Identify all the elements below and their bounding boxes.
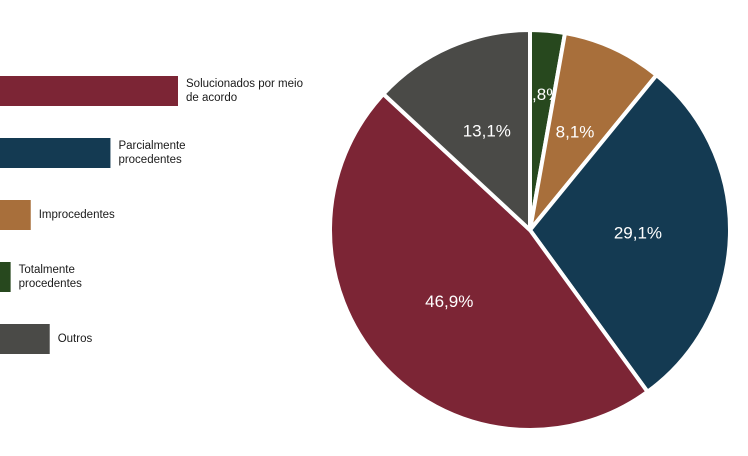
legend-label-parcialmente-procedentes: Parcialmente procedentes	[118, 140, 185, 166]
slice-label-outros: 13,1%	[463, 122, 511, 141]
pie-slice-parcialmente-procedentes	[528, 73, 732, 394]
slice-label-solucionados-por-meio-de-acordo: 46,9%	[425, 292, 473, 311]
pie-slice-outros	[381, 28, 532, 232]
legend-bar-solucionados-por-meio-de-acordo	[0, 76, 178, 106]
legend-label-improcedentes: Improcedentes	[39, 209, 115, 221]
legend-bar-improcedentes	[0, 200, 31, 230]
slice-label-parcialmente-procedentes: 29,1%	[614, 224, 662, 243]
legend-bar-totalmente-procedentes	[0, 262, 11, 292]
legend-label-totalmente-procedentes: Totalmente procedentes	[19, 264, 83, 290]
legend-bar-outros	[0, 324, 50, 354]
slice-label-improcedentes: 8,1%	[556, 122, 595, 141]
legend: Solucionados por meio de acordo Parcialmen…	[0, 76, 303, 354]
legend-label-solucionados-por-meio-de-acordo: Solucionados por meio de acordo	[186, 78, 303, 104]
pie: 2,8%8,1%29,1%46,9%13,1%	[328, 28, 732, 432]
legend-bar-parcialmente-procedentes	[0, 138, 111, 168]
pie-slice-solucionados-por-meio-de-acordo	[328, 92, 650, 432]
legend-label-outros: Outros	[58, 333, 93, 345]
